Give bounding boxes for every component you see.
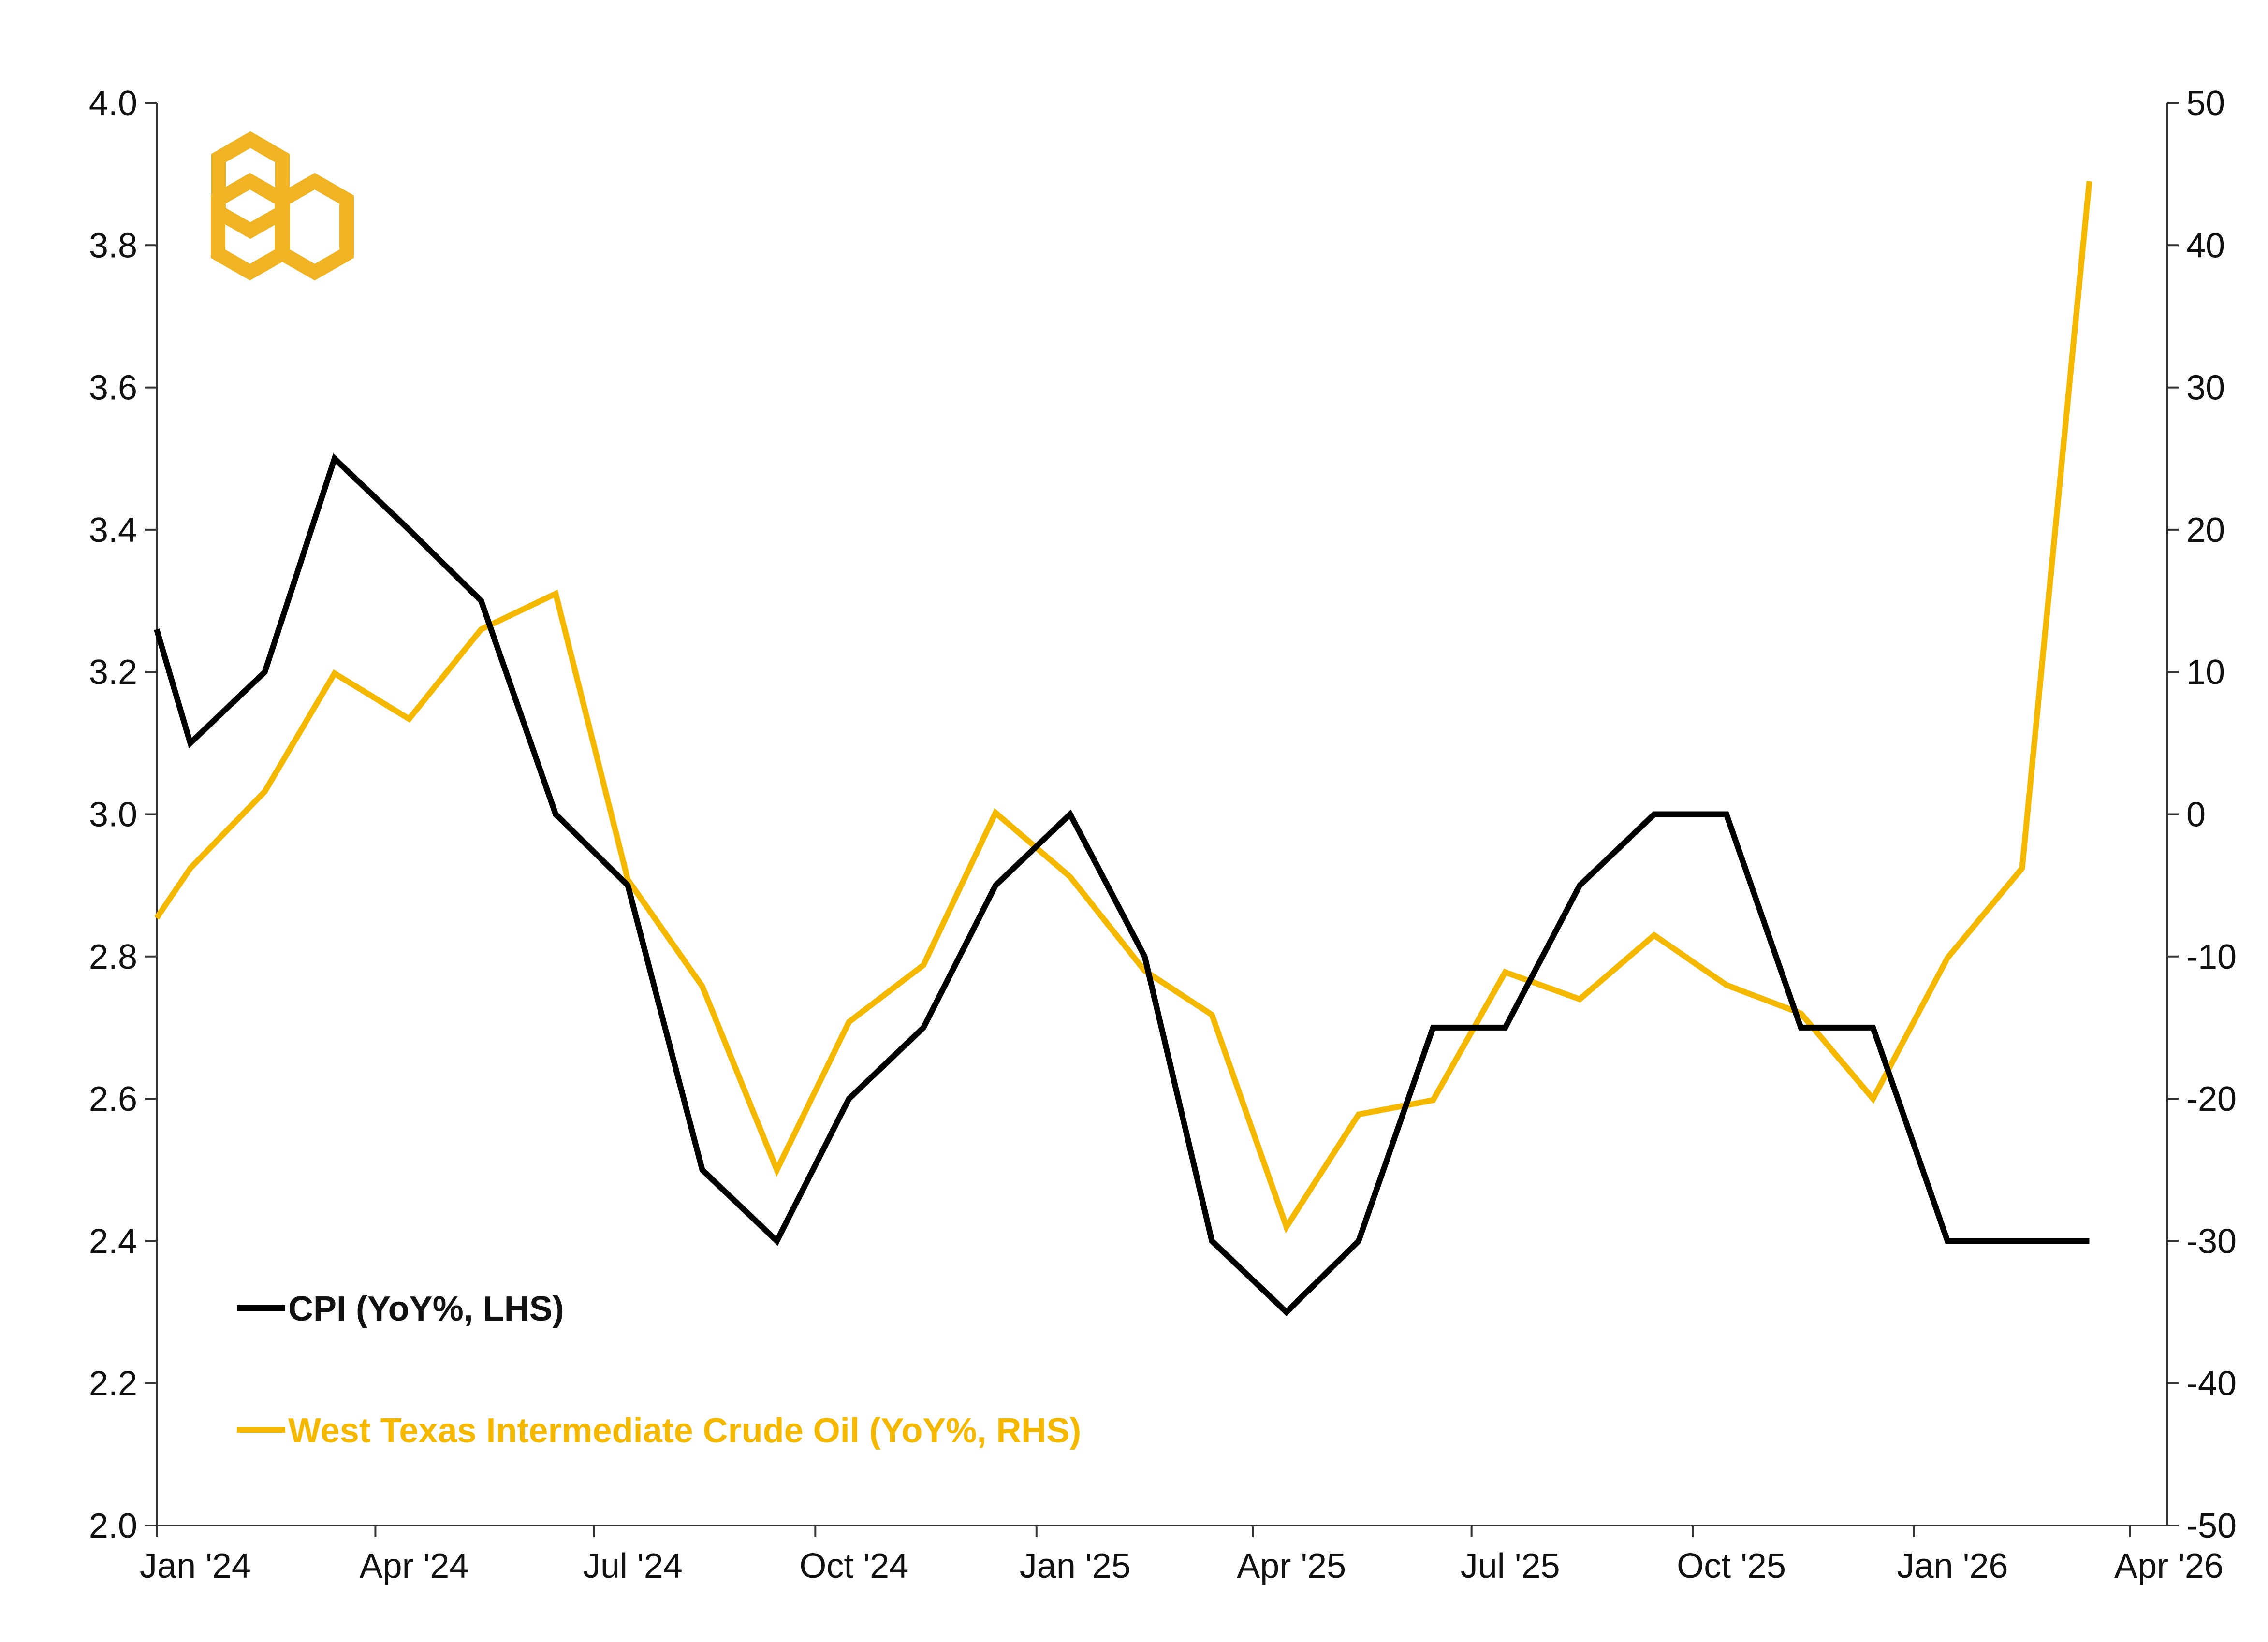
y-left-tick-label: 3.2: [89, 653, 137, 692]
x-tick-label: Apr '25: [1237, 1547, 1346, 1585]
legend-label-oil: West Texas Intermediate Crude Oil (YoY%,…: [288, 1411, 1081, 1450]
y-right-tick-label: 10: [2186, 653, 2225, 692]
y-right-tick-label: -10: [2186, 938, 2237, 976]
y-left-tick-label: 2.0: [89, 1507, 137, 1545]
series-layer: [154, 181, 2092, 1316]
x-tick-label: Jan '26: [1897, 1547, 2008, 1585]
series-line-cpi: [154, 453, 2090, 1316]
y-right-tick-label: -30: [2186, 1222, 2237, 1261]
y-right-tick-label: -20: [2186, 1080, 2237, 1119]
hexagon-logo-icon: [211, 131, 354, 281]
y-right-tick-label: 30: [2186, 369, 2225, 407]
x-tick-label: Jan '24: [140, 1547, 251, 1585]
y-left-tick-label: 2.2: [89, 1365, 137, 1403]
y-right-tick-label: 50: [2186, 84, 2225, 123]
y-left-tick-label: 2.8: [89, 938, 137, 976]
x-tick-label: Oct '24: [799, 1547, 908, 1585]
y-left-tick-label: 2.6: [89, 1080, 137, 1119]
logo-hexagon-left: [211, 173, 289, 281]
y-left-tick-label: 3.8: [89, 226, 137, 265]
y-right-tick-label: 20: [2186, 511, 2225, 550]
x-tick-label: Oct '25: [1677, 1547, 1786, 1585]
axes: 2.0 2.2 2.4 2.6 2.8 3.0 3.2 3.4 3.6 3.8 4.0 -50 -40 -…: [89, 84, 2237, 1585]
y-left-tick-label: 3.4: [89, 511, 137, 550]
y-right-tick-label: 0: [2186, 796, 2206, 834]
x-tick-label: Apr '26: [2114, 1547, 2224, 1585]
y-left-tick-label: 4.0: [89, 84, 137, 123]
x-tick-label: Apr '24: [360, 1547, 469, 1585]
legend-label-cpi: CPI (YoY%, LHS): [288, 1290, 564, 1328]
y-left-tick-label: 3.6: [89, 369, 137, 407]
y-left-tick-label: 2.4: [89, 1222, 137, 1261]
y-right-tick-label: -40: [2186, 1365, 2237, 1403]
y-right-tick-label: 40: [2186, 226, 2225, 265]
y-left-tick-label: 3.0: [89, 796, 137, 834]
series-line-oil: [154, 181, 2092, 1234]
legend: CPI (YoY%, LHS) West Texas Intermediate …: [237, 1290, 1081, 1450]
x-tick-label: Jul '24: [583, 1547, 683, 1585]
x-tick-label: Jan '25: [1020, 1547, 1131, 1585]
logo-hexagon-top: [211, 131, 290, 239]
x-tick-label: Jul '25: [1461, 1547, 1560, 1585]
y-right-tick-label: -50: [2186, 1507, 2237, 1545]
